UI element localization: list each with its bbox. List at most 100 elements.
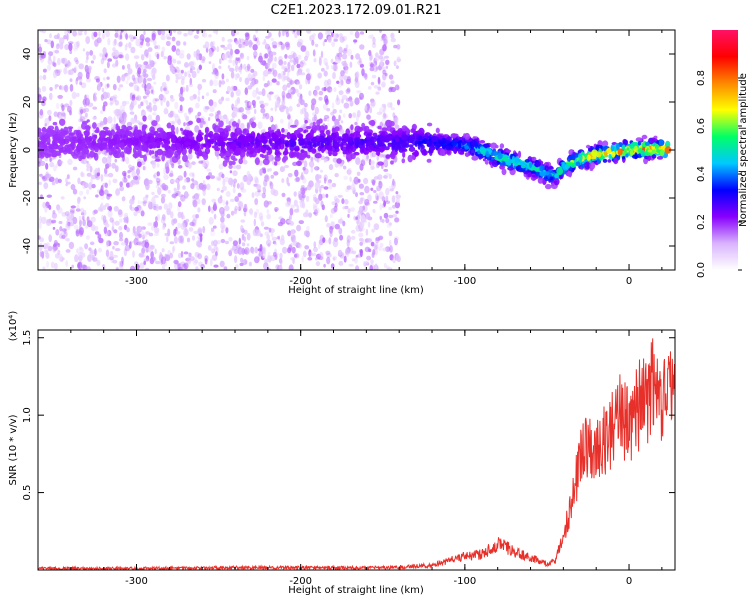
spectrogram-background-point bbox=[90, 178, 93, 184]
spectrogram-background-point bbox=[288, 105, 293, 112]
spectrogram-background-point bbox=[386, 223, 392, 228]
spectrogram-ridge-point bbox=[48, 143, 54, 150]
spectrogram-background-point bbox=[351, 130, 354, 134]
spectrogram-background-point bbox=[202, 121, 206, 125]
spectrogram-ridge-point bbox=[149, 143, 153, 149]
spectrogram-background-point bbox=[154, 45, 159, 49]
spectrogram-ridge-point bbox=[204, 127, 209, 134]
spectrogram-background-point bbox=[65, 237, 70, 242]
spectrogram-background-point bbox=[118, 209, 123, 218]
spectrogram-ridge-point bbox=[311, 124, 318, 132]
spectrogram-background-point bbox=[210, 258, 213, 267]
spectrogram-background-point bbox=[274, 242, 277, 246]
spectrogram-background-point bbox=[368, 50, 372, 56]
spectrogram-background-point bbox=[378, 153, 384, 158]
spectrogram-background-point bbox=[135, 76, 140, 84]
spectrogram-background-point bbox=[383, 212, 389, 219]
spectrogram-background-point bbox=[232, 187, 236, 194]
spectrogram-background-point bbox=[262, 186, 266, 191]
colorbar-gradient bbox=[712, 30, 738, 270]
spectrogram-background-point bbox=[160, 86, 163, 92]
spectrogram-background-point bbox=[143, 260, 146, 265]
spectrogram-background-point bbox=[122, 65, 125, 70]
spectrogram-background-point bbox=[326, 116, 330, 122]
spectrogram-ridge-point bbox=[49, 153, 56, 157]
spectrogram-background-point bbox=[257, 121, 263, 129]
spectrogram-background-point bbox=[170, 211, 174, 219]
spectrogram-ridge-point bbox=[586, 154, 591, 161]
spectrogram-background-point bbox=[114, 165, 119, 173]
spectrogram-background-point bbox=[38, 222, 42, 230]
spectrogram-background-point bbox=[52, 61, 55, 67]
spectrogram-background-point bbox=[232, 170, 238, 177]
spectrogram-ridge-point bbox=[58, 131, 65, 137]
spectrogram-background-point bbox=[77, 196, 81, 205]
spectrogram-background-point bbox=[142, 70, 146, 78]
spectrogram-background-point bbox=[328, 225, 334, 234]
spectrogram-background-point bbox=[85, 51, 90, 57]
spectrogram-background-point bbox=[193, 51, 197, 58]
spectrogram-background-point bbox=[225, 191, 231, 197]
spectrogram-background-point bbox=[282, 105, 287, 109]
spectrogram-background-point bbox=[98, 31, 101, 37]
spectrogram-background-point bbox=[378, 235, 383, 241]
spectrogram-ridge-point bbox=[336, 158, 342, 164]
spectrogram-background-point bbox=[359, 163, 364, 171]
spectrogram-background-point bbox=[165, 74, 170, 82]
spectrogram-ridge-point bbox=[610, 144, 615, 152]
spectrogram-ridge-point bbox=[63, 130, 69, 135]
spectrogram-background-point bbox=[244, 247, 250, 255]
spectrogram-background-point bbox=[377, 86, 382, 91]
spectrogram-background-point bbox=[357, 178, 361, 183]
spectrogram-background-point bbox=[284, 164, 289, 169]
spectrogram-background-point bbox=[143, 30, 146, 36]
spectrogram-background-point bbox=[234, 196, 239, 202]
spectrogram-background-point bbox=[86, 220, 93, 228]
spectrogram-background-point bbox=[192, 220, 197, 224]
spectrogram-background-point bbox=[57, 94, 63, 99]
spectrogram-background-point bbox=[370, 100, 376, 107]
spectrogram-background-point bbox=[355, 265, 360, 270]
spectrogram-background-point bbox=[79, 190, 84, 196]
spectrogram-background-point bbox=[142, 166, 146, 171]
spectrogram-background-point bbox=[104, 182, 109, 189]
spectrogram-background-point bbox=[373, 223, 380, 231]
spectrogram-background-point bbox=[190, 60, 196, 67]
spectrogram-background-point bbox=[284, 67, 288, 72]
spectrogram-background-point bbox=[72, 188, 78, 195]
spectrogram-background-point bbox=[153, 81, 157, 85]
spectrogram-background-point bbox=[68, 241, 75, 250]
spectrogram-ridge-point bbox=[547, 166, 554, 171]
spectrogram-ridge-point bbox=[309, 129, 315, 137]
spectrogram-background-point bbox=[347, 97, 353, 102]
spectrogram-background-point bbox=[256, 36, 259, 43]
spectrogram-ridge-point bbox=[159, 129, 163, 136]
spectrogram-background-point bbox=[107, 116, 113, 124]
spectrogram-background-point bbox=[83, 107, 90, 113]
spectrogram-background-point bbox=[225, 227, 229, 234]
spectrogram-background-point bbox=[253, 176, 258, 184]
spectrogram-y-axis-label: Frequency (Hz) bbox=[8, 112, 19, 188]
spectrogram-ridge-point bbox=[301, 145, 307, 149]
spectrogram-background-point bbox=[367, 247, 371, 251]
spectrogram-background-point bbox=[326, 108, 331, 112]
spectrogram-background-point bbox=[184, 193, 190, 197]
spectrogram-background-point bbox=[347, 213, 350, 218]
spectrogram-background-point bbox=[46, 242, 50, 248]
spectrogram-background-point bbox=[269, 81, 273, 86]
spectrogram-background-point bbox=[46, 64, 52, 71]
spectrogram-background-point bbox=[350, 229, 356, 234]
spectrogram-background-point bbox=[72, 166, 78, 171]
spectrogram-ridge-point bbox=[637, 141, 642, 146]
spectrogram-ridge-point bbox=[324, 146, 329, 150]
spectrogram-background-point bbox=[101, 87, 105, 93]
spectrogram-ridge-point bbox=[288, 150, 295, 159]
spectrogram-background-point bbox=[102, 104, 106, 112]
spectrogram-background-point bbox=[388, 185, 393, 192]
spectrogram-background-point bbox=[294, 32, 298, 39]
spectrogram-background-point bbox=[226, 213, 231, 219]
spectrogram-background-point bbox=[144, 239, 149, 244]
spectrogram-background-point bbox=[323, 70, 328, 77]
spectrogram-background-point bbox=[296, 103, 301, 108]
spectrogram-background-point bbox=[281, 65, 285, 70]
